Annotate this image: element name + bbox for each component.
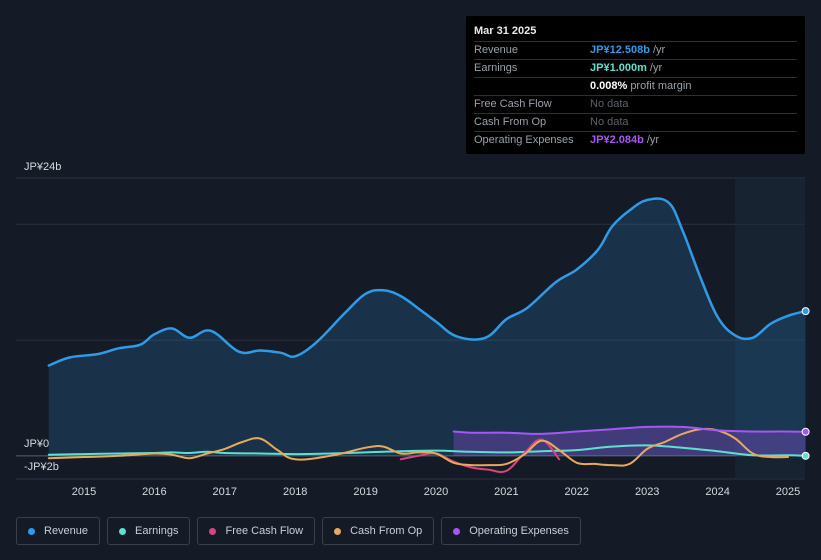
- cash-from-op-line: [47, 427, 789, 467]
- series-end-markers: [801, 307, 810, 460]
- tooltip-row: Free Cash Flow No data: [474, 96, 797, 114]
- y-tick-label: JP¥24b: [24, 161, 61, 173]
- legend-dot-icon: [453, 527, 461, 535]
- y-tick-label: -JP¥2b: [24, 461, 59, 473]
- x-tick-label: 2017: [213, 486, 237, 498]
- legend-item-free-cash-flow[interactable]: Free Cash Flow: [197, 517, 316, 545]
- x-tick-label: 2021: [494, 486, 518, 498]
- hover-tooltip: Mar 31 2025 Revenue JP¥12.508b/yr Earnings…: [466, 16, 805, 154]
- legend-label: Operating Expenses: [469, 525, 569, 537]
- x-tick-label: 2020: [424, 486, 448, 498]
- legend-item-cash-from-op[interactable]: Cash From Op: [322, 517, 435, 545]
- legend-label: Revenue: [44, 525, 89, 537]
- legend-dot-icon: [119, 527, 127, 535]
- tooltip-date: Mar 31 2025: [474, 24, 797, 42]
- x-tick-label: 2018: [283, 486, 307, 498]
- earnings-line: [47, 444, 807, 457]
- tooltip-row-unit: /yr: [649, 62, 663, 74]
- tooltip-row-nodata: No data: [590, 98, 629, 110]
- series-areas: [48, 198, 806, 456]
- legend-dot-icon: [334, 527, 342, 535]
- operating-expenses-line: [452, 425, 807, 435]
- tooltip-row: 0.008% profit margin: [474, 78, 797, 96]
- legend-label: Cash From Op: [350, 525, 423, 537]
- earnings-end-marker: [801, 451, 810, 460]
- x-tick-label: 2024: [705, 486, 729, 498]
- y-axis-labels: JP¥24b JP¥0 -JP¥2b: [24, 161, 61, 473]
- revenue-area: [48, 198, 806, 456]
- legend-label: Earnings: [135, 525, 179, 537]
- tooltip-row-label: Revenue: [474, 44, 519, 56]
- x-tick-label: 2022: [565, 486, 589, 498]
- tooltip-row-unit: /yr: [646, 134, 660, 146]
- tooltip-row-label: Earnings: [474, 62, 518, 74]
- tooltip-row-unit: profit margin: [630, 80, 692, 92]
- series-lines: [47, 197, 807, 474]
- y-tick-label: JP¥0: [24, 438, 49, 450]
- tooltip-row-unit: /yr: [652, 44, 666, 56]
- x-tick-label: 2023: [635, 486, 659, 498]
- tooltip-row-nodata: No data: [590, 116, 629, 128]
- revenue-line: [47, 197, 807, 367]
- legend-item-operating-expenses[interactable]: Operating Expenses: [441, 517, 581, 545]
- tooltip-row-value: 0.008%: [590, 80, 628, 92]
- x-tick-label: 2016: [142, 486, 166, 498]
- tooltip-row-value: JP¥1.000m: [590, 62, 647, 74]
- x-tick-label: 2025: [776, 486, 800, 498]
- tooltip-row-label: Free Cash Flow: [474, 98, 552, 110]
- x-tick-label: 2015: [72, 486, 96, 498]
- revenue-end-marker: [801, 307, 810, 316]
- tooltip-row: Operating Expenses JP¥2.084b/yr: [474, 132, 797, 149]
- tooltip-row-label: Operating Expenses: [474, 134, 574, 146]
- tooltip-row: Earnings JP¥1.000m/yr: [474, 60, 797, 78]
- tooltip-row-value: JP¥12.508b: [590, 44, 650, 56]
- operating-expenses-end-marker: [801, 427, 810, 436]
- legend-item-revenue[interactable]: Revenue: [16, 517, 101, 545]
- operating-expenses-area: [453, 426, 806, 456]
- legend-dot-icon: [28, 527, 35, 535]
- free-cash-flow-line: [399, 438, 561, 474]
- legend-dot-icon: [209, 527, 217, 535]
- forecast-region: [735, 178, 805, 479]
- x-tick-label: 2019: [353, 486, 377, 498]
- tooltip-row-label: Cash From Op: [474, 116, 547, 128]
- tooltip-rows: Revenue JP¥12.508b/yr Earnings JP¥1.000m/yr…: [474, 42, 797, 149]
- tooltip-row-label: [474, 78, 590, 95]
- legend-label: Free Cash Flow: [225, 525, 304, 537]
- tooltip-row: Cash From Op No data: [474, 114, 797, 132]
- tooltip-row: Revenue JP¥12.508b/yr: [474, 42, 797, 60]
- chart-legend: Revenue Earnings Free Cash Flow Cash From O…: [16, 517, 588, 545]
- tooltip-row-value: JP¥2.084b: [590, 134, 644, 146]
- x-axis-labels: 2015 2016 2017 2018 2019 2020 2021 2022 2023 2024…: [72, 486, 800, 498]
- legend-item-earnings[interactable]: Earnings: [107, 517, 191, 545]
